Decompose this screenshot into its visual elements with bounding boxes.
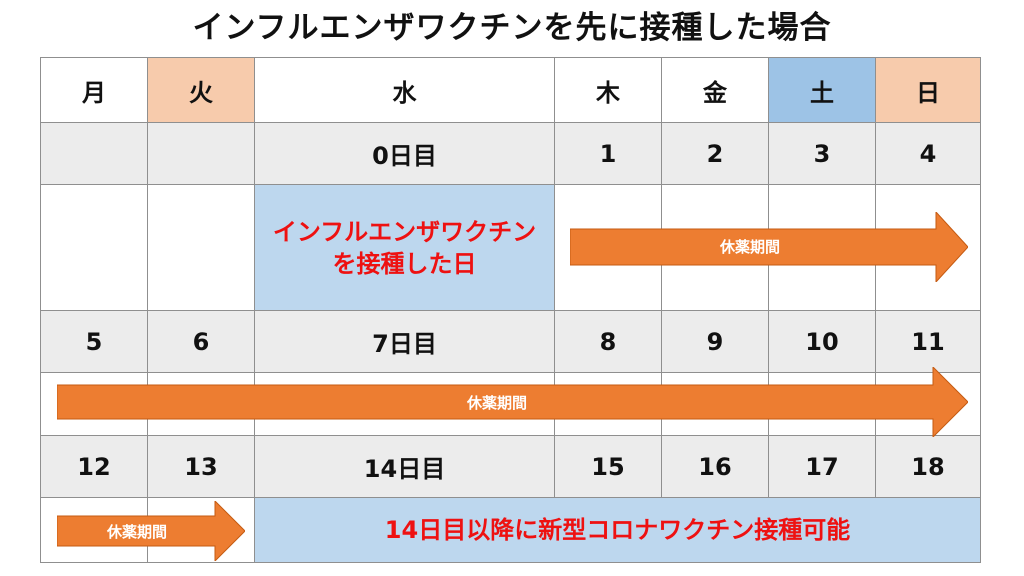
date-cell (148, 123, 255, 185)
event-cell (148, 498, 255, 563)
weekday-mon: 月 (40, 57, 148, 123)
rest-period-arrow-week3: 休薬期間 (57, 501, 245, 561)
weekday-sat: 土 (769, 57, 876, 123)
rest-period-label: 休薬期間 (720, 238, 781, 256)
date-cell: 17 (769, 436, 876, 498)
weekday-thu: 木 (555, 57, 662, 123)
weekday-tue: 火 (148, 57, 255, 123)
page-title: インフルエンザワクチンを先に接種した場合 (192, 10, 832, 46)
date-cell: 9 (662, 311, 769, 373)
vaccination-note-line1: インフルエンザワクチン (272, 217, 537, 246)
vaccination-day-cell: インフルエンザワクチン を接種した日 (255, 185, 555, 311)
arrow-shape (570, 212, 968, 282)
date-cell: 16 (662, 436, 769, 498)
event-cell (148, 185, 255, 311)
rest-period-arrow-week2: 休薬期間 (57, 367, 968, 437)
date-cell: 4 (876, 123, 981, 185)
event-cell (40, 185, 148, 311)
calendar-grid: 月 火 水 木 金 土 日 0日目 1 2 3 4 インフルエンザワクチン を接… (40, 57, 981, 563)
date-cell (40, 123, 148, 185)
date-cell: 1 (555, 123, 662, 185)
rest-period-label: 休薬期間 (467, 394, 528, 412)
covid-vaccine-note: 14日目以降に新型コロナワクチン接種可能 (255, 498, 981, 563)
arrow-shape (57, 367, 968, 437)
weekday-sun: 日 (876, 57, 981, 123)
date-cell: 18 (876, 436, 981, 498)
date-cell: 13 (148, 436, 255, 498)
vaccination-note: インフルエンザワクチン を接種した日 (273, 216, 536, 280)
date-cell: 10 (769, 311, 876, 373)
date-cell: 5 (40, 311, 148, 373)
vaccination-note-line2: を接種した日 (332, 249, 477, 278)
date-cell: 3 (769, 123, 876, 185)
arrow-shape (57, 501, 245, 561)
date-cell-day14: 14日目 (255, 436, 555, 498)
weekday-fri: 金 (662, 57, 769, 123)
rest-period-label: 休薬期間 (107, 523, 168, 541)
event-cell (876, 373, 981, 436)
date-cell: 6 (148, 311, 255, 373)
date-cell-day7: 7日目 (255, 311, 555, 373)
date-cell: 11 (876, 311, 981, 373)
rest-period-arrow-week1: 休薬期間 (570, 212, 968, 282)
date-cell: 15 (555, 436, 662, 498)
date-cell: 8 (555, 311, 662, 373)
date-cell: 2 (662, 123, 769, 185)
date-cell-day0: 0日目 (255, 123, 555, 185)
date-cell: 12 (40, 436, 148, 498)
event-cell (876, 185, 981, 311)
weekday-wed: 水 (255, 57, 555, 123)
